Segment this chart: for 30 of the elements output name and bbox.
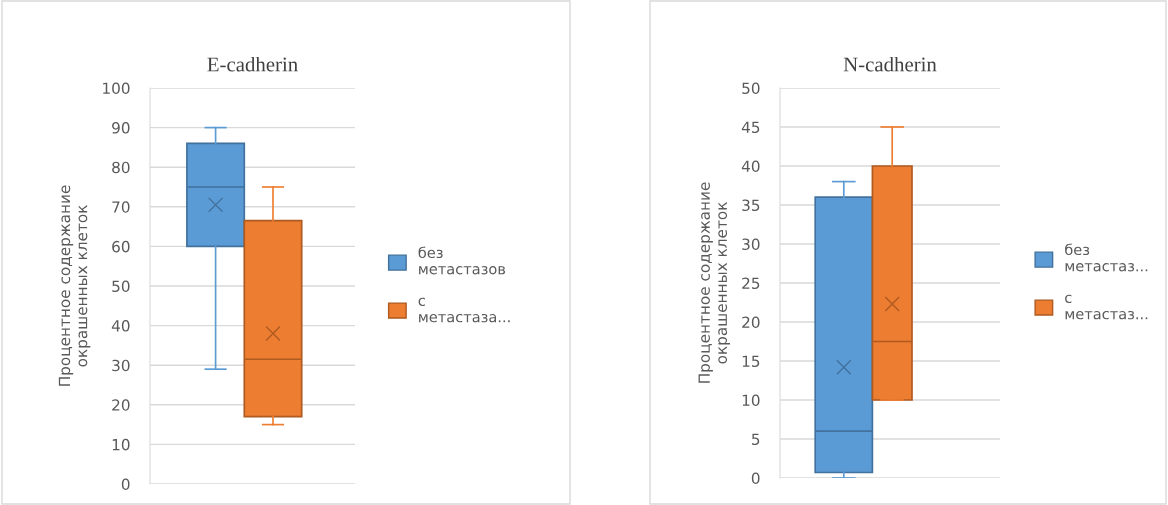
y-tick-label: 50: [742, 82, 760, 95]
y-tick-label: 10: [112, 438, 130, 451]
y-tick-label: 100: [103, 82, 130, 95]
y-tick-label: 25: [742, 277, 760, 290]
y-tick-label: 45: [741, 121, 760, 134]
legend-label: без метастазов: [418, 246, 506, 275]
y-tick-label: 40: [741, 160, 760, 173]
y-tick-label: 60: [112, 240, 130, 253]
y-tick-label: 30: [742, 238, 760, 251]
y-tick-label: 90: [112, 122, 130, 134]
y-tick-label: 20: [112, 399, 130, 411]
y-tick-label: 5: [752, 433, 760, 446]
y-axis-title: Процентное содержание окрашенных клеток: [58, 185, 91, 386]
y-tick-label: 10: [742, 394, 760, 407]
chart-title: E-cadherin: [207, 56, 298, 72]
y-tick-label: 0: [751, 472, 760, 485]
y-tick-label: 20: [742, 316, 760, 329]
y-tick-label: 15: [742, 355, 760, 368]
legend-label: без метастаз...: [1065, 243, 1148, 272]
y-tick-label: 40: [111, 320, 130, 332]
legend-label: с метастаза...: [418, 297, 510, 323]
y-tick-label: 70: [112, 201, 130, 213]
y-tick-label: 35: [742, 199, 760, 212]
y-tick-label: 80: [112, 161, 130, 174]
y-axis-title: Процентное содержание окрашенных клеток: [698, 182, 730, 383]
y-tick-label: 50: [112, 280, 130, 293]
legend-label: с метастаз...: [1065, 294, 1148, 320]
y-tick-label: 30: [112, 359, 130, 372]
chart-title: N-cadherin: [843, 56, 937, 72]
y-tick-label: 0: [121, 478, 130, 491]
